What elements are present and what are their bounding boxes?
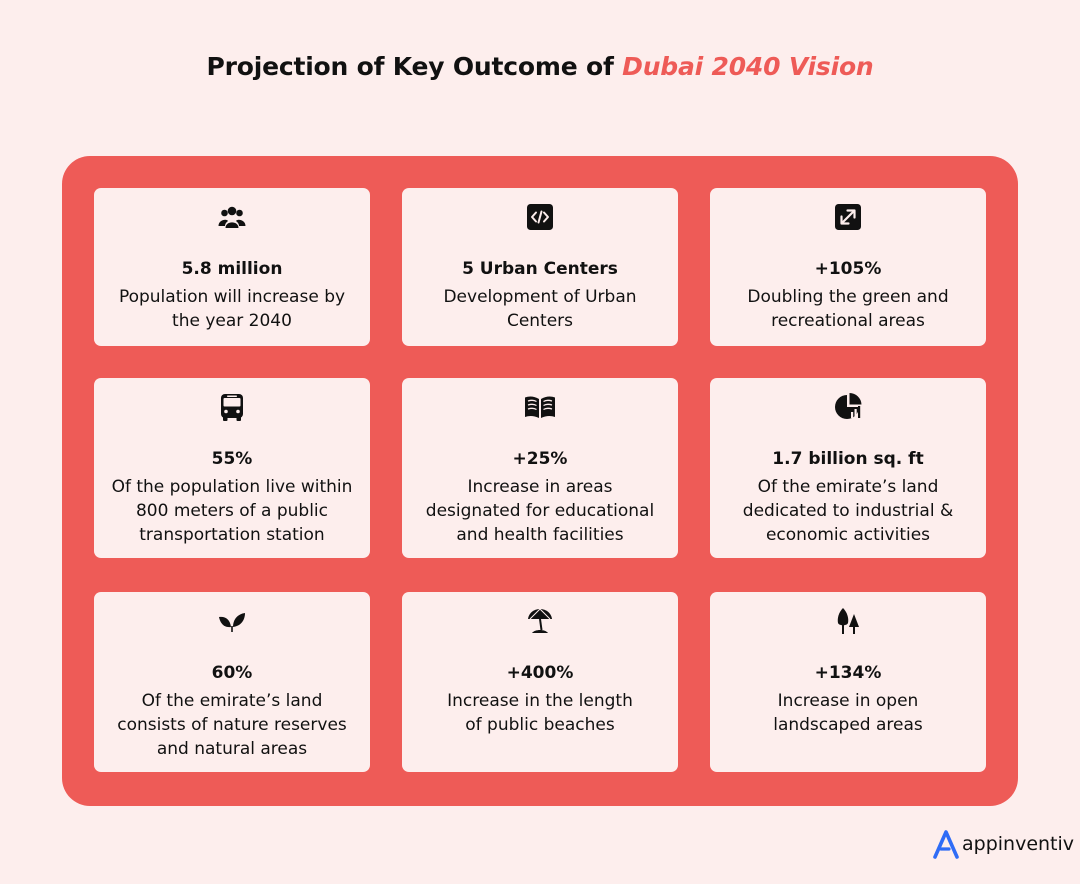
title-accent: Dubai 2040 Vision xyxy=(622,52,874,81)
outcome-card-nature-reserves: 60% Of the emirate’s land consists of na… xyxy=(94,592,370,772)
card-description: Increase in the length of public beaches xyxy=(412,689,668,737)
outcome-card-industrial-land: 1.7 billion sq. ft Of the emirate’s land… xyxy=(710,378,986,558)
card-stat: +134% xyxy=(814,663,882,683)
desc-line: Increase in the length xyxy=(447,691,633,711)
beach-umbrella-icon xyxy=(402,606,678,636)
page-title: Projection of Key Outcome of Dubai 2040 … xyxy=(0,52,1080,81)
card-description: Development of Urban Centers xyxy=(412,285,668,333)
desc-line: economic activities xyxy=(765,525,931,545)
brand-name: appinventiv xyxy=(962,833,1075,855)
leaves-icon xyxy=(94,606,370,636)
card-stat: +105% xyxy=(814,259,882,279)
outcome-card-population: 5.8 million Population will increase by … xyxy=(94,188,370,346)
desc-line: dedicated to industrial & xyxy=(742,501,954,521)
desc-line: and health facilities xyxy=(456,525,624,545)
open-book-icon xyxy=(402,392,678,422)
people-group-icon xyxy=(94,202,370,232)
outcome-card-public-beaches: +400% Increase in the length of public b… xyxy=(402,592,678,772)
card-stat: 1.7 billion sq. ft xyxy=(772,449,924,469)
trees-icon xyxy=(710,606,986,636)
desc-line: Development of Urban xyxy=(443,287,637,307)
card-description: Of the emirate’s land consists of nature… xyxy=(104,689,360,761)
desc-line: recreational areas xyxy=(771,311,925,331)
outcome-card-green-areas: +105% Doubling the green and recreationa… xyxy=(710,188,986,346)
desc-line: and natural areas xyxy=(156,739,308,759)
bus-icon xyxy=(94,392,370,422)
card-description: Of the population live within 800 meters… xyxy=(104,475,360,547)
card-stat: 55% xyxy=(211,449,253,469)
outcome-card-education-health: +25% Increase in areas designated for ed… xyxy=(402,378,678,558)
desc-line: Increase in open xyxy=(777,691,919,711)
card-description: Increase in areas designated for educati… xyxy=(412,475,668,547)
card-description: Of the emirate’s land dedicated to indus… xyxy=(720,475,976,547)
desc-line: landscaped areas xyxy=(773,715,923,735)
desc-line: Of the population live within xyxy=(111,477,353,497)
card-description: Doubling the green and recreational area… xyxy=(720,285,976,333)
desc-line: the year 2040 xyxy=(172,311,292,331)
desc-line: Increase in areas xyxy=(467,477,613,497)
card-description: Increase in open landscaped areas xyxy=(720,689,976,737)
desc-line: of public beaches xyxy=(465,715,615,735)
outcomes-panel: 5.8 million Population will increase by … xyxy=(62,156,1018,806)
card-stat: 60% xyxy=(211,663,253,683)
outcome-card-transport: 55% Of the population live within 800 me… xyxy=(94,378,370,558)
outcome-card-urban-centers: 5 Urban Centers Development of Urban Cen… xyxy=(402,188,678,346)
desc-line: consists of nature reserves xyxy=(117,715,347,735)
outcome-card-landscaped-areas: +134% Increase in open landscaped areas xyxy=(710,592,986,772)
desc-line: Of the emirate’s land xyxy=(757,477,939,497)
code-icon xyxy=(402,202,678,232)
expand-arrows-icon xyxy=(710,202,986,232)
card-stat: 5 Urban Centers xyxy=(462,259,618,279)
appinventiv-a-icon xyxy=(933,830,959,859)
brand-logo: appinventiv xyxy=(932,828,1074,860)
desc-line: 800 meters of a public xyxy=(135,501,328,521)
card-stat: +400% xyxy=(506,663,574,683)
card-stat: +25% xyxy=(512,449,568,469)
pie-chart-icon xyxy=(710,392,986,422)
card-description: Population will increase by the year 204… xyxy=(104,285,360,333)
desc-line: Population will increase by xyxy=(118,287,346,307)
desc-line: Doubling the green and xyxy=(747,287,949,307)
desc-line: designated for educational xyxy=(425,501,655,521)
title-main: Projection of Key Outcome of xyxy=(206,52,614,81)
desc-line: Centers xyxy=(506,311,574,331)
desc-line: transportation station xyxy=(139,525,325,545)
card-stat: 5.8 million xyxy=(181,259,283,279)
desc-line: Of the emirate’s land xyxy=(141,691,323,711)
